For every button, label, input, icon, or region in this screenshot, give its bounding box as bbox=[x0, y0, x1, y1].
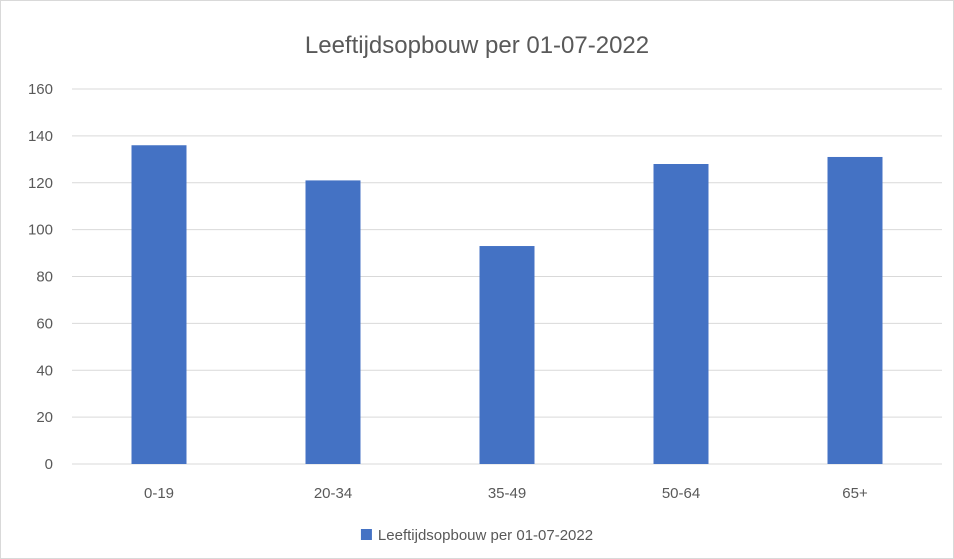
bars bbox=[131, 145, 883, 464]
x-tick-label: 0-19 bbox=[144, 485, 174, 502]
bar-65+ bbox=[827, 156, 883, 464]
legend: Leeftijdsopbouw per 01-07-2022 bbox=[360, 527, 593, 544]
y-tick-label: 0 bbox=[45, 456, 53, 473]
y-tick-label: 80 bbox=[36, 269, 53, 286]
x-tick-label: 50-64 bbox=[662, 485, 700, 502]
x-tick-label: 35-49 bbox=[488, 485, 526, 502]
y-tick-label: 140 bbox=[28, 128, 53, 145]
x-tick-label: 20-34 bbox=[314, 485, 352, 502]
bar-20-34 bbox=[305, 180, 361, 464]
y-tick-label: 100 bbox=[28, 222, 53, 239]
legend-label: Leeftijdsopbouw per 01-07-2022 bbox=[378, 527, 593, 544]
y-axis-ticks: 0 20 40 60 80 100 120 140 160 bbox=[28, 81, 53, 473]
x-axis-ticks: 0-19 20-34 35-49 50-64 65+ bbox=[144, 485, 868, 502]
chart-title: Leeftijdsopbouw per 01-07-2022 bbox=[305, 32, 649, 59]
bar-50-64 bbox=[653, 164, 709, 464]
y-tick-label: 160 bbox=[28, 81, 53, 98]
y-tick-label: 60 bbox=[36, 315, 53, 332]
x-tick-label: 65+ bbox=[842, 485, 868, 502]
legend-swatch bbox=[360, 529, 372, 540]
bar-0-19 bbox=[131, 145, 187, 464]
y-tick-label: 20 bbox=[36, 409, 53, 426]
y-tick-label: 40 bbox=[36, 362, 53, 379]
y-tick-label: 120 bbox=[28, 175, 53, 192]
bar-35-49 bbox=[479, 246, 535, 464]
